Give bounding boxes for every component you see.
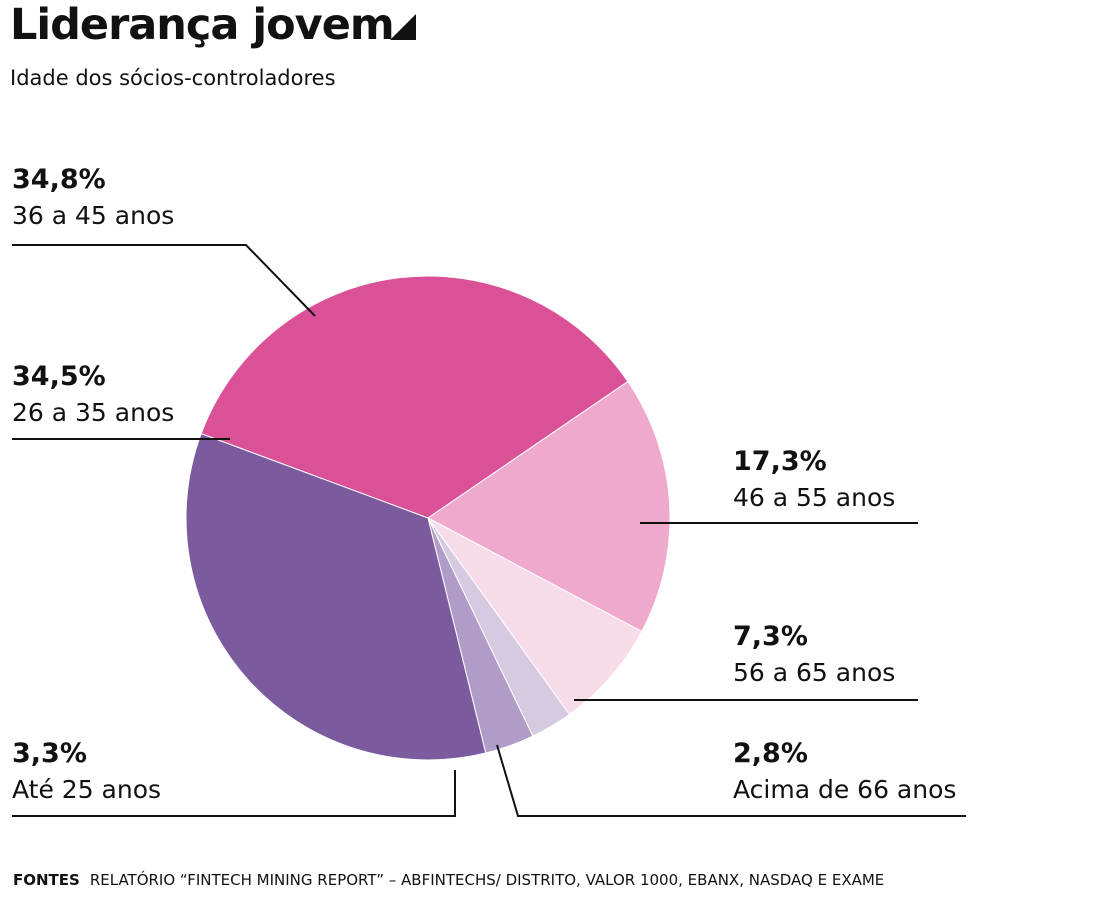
slice-pct-36-45: 34,8% bbox=[12, 164, 106, 195]
chart-title: Liderança jovem bbox=[10, 0, 395, 50]
slice-pct-acima-66: 2,8% bbox=[733, 738, 808, 769]
leader-line-acima-66 bbox=[496, 744, 966, 817]
pie-slice-2 bbox=[427, 517, 643, 716]
pie-slice-5 bbox=[185, 433, 487, 761]
slice-pct-26-35: 34,5% bbox=[12, 361, 106, 392]
slice-label-acima-66: 2,8% Acima de 66 anos bbox=[733, 736, 956, 808]
pie-slice-1 bbox=[427, 380, 671, 633]
pie-chart bbox=[12, 244, 966, 817]
slice-label-46-55: 17,3% 46 a 55 anos bbox=[733, 444, 895, 516]
slice-label-26-35: 34,5% 26 a 35 anos bbox=[12, 359, 174, 431]
slice-pct-56-65: 7,3% bbox=[733, 621, 808, 652]
pie-slice-0 bbox=[200, 275, 629, 519]
triangle-icon bbox=[390, 14, 416, 40]
slice-category-56-65: 56 a 65 anos bbox=[733, 658, 896, 687]
source-text: RELATÓRIO “FINTECH MINING REPORT” – ABFI… bbox=[89, 871, 885, 889]
chart-subtitle: Idade dos sócios-controladores bbox=[10, 66, 336, 90]
slice-category-acima-66: Acima de 66 anos bbox=[733, 775, 957, 804]
slice-category-26-35: 26 a 35 anos bbox=[12, 398, 175, 427]
slice-category-46-55: 46 a 55 anos bbox=[733, 483, 896, 512]
slice-pct-46-55: 17,3% bbox=[733, 446, 827, 477]
slice-category-36-45: 36 a 45 anos bbox=[12, 201, 175, 230]
slice-label-36-45: 34,8% 36 a 45 anos bbox=[12, 162, 174, 234]
source-note: FONTES RELATÓRIO “FINTECH MINING REPORT” … bbox=[13, 871, 884, 889]
source-label: FONTES bbox=[13, 871, 80, 889]
leader-line-ate-25 bbox=[12, 770, 456, 817]
leader-line-36-45 bbox=[12, 244, 316, 317]
slice-pct-ate-25: 3,3% bbox=[12, 738, 87, 769]
slice-category-ate-25: Até 25 anos bbox=[12, 775, 162, 804]
slice-label-ate-25: 3,3% Até 25 anos bbox=[12, 736, 161, 808]
slice-label-56-65: 7,3% 56 a 65 anos bbox=[733, 619, 895, 691]
